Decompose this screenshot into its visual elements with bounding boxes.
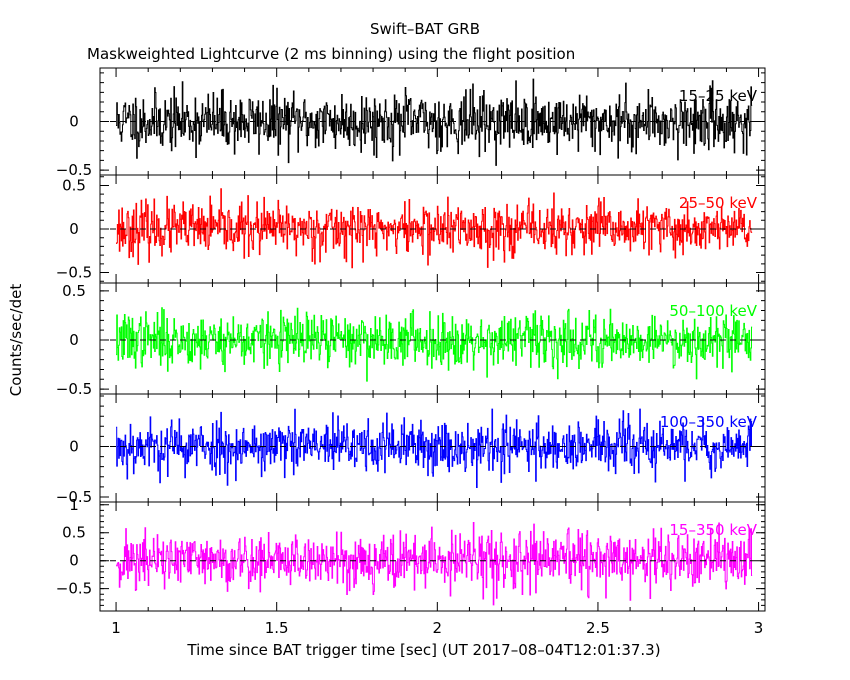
panel-1: 15–25 keV 0 −0.5 xyxy=(56,67,766,179)
y-tick-label: 0 xyxy=(69,331,79,349)
y-tick-label: −0.5 xyxy=(56,488,92,506)
x-tick-label: 3 xyxy=(754,619,764,637)
y-tick-label: 0 xyxy=(69,552,79,570)
panel-band-label: 15–350 keV xyxy=(669,521,757,539)
y-tick-label: 0.5 xyxy=(62,524,86,542)
y-tick-label: −0.5 xyxy=(56,264,92,282)
panel-2: 25–50 keV 0.5 0 −0.5 xyxy=(56,174,766,284)
y-tick-label: 0 xyxy=(69,437,79,455)
panel-frame xyxy=(99,501,766,612)
y-tick-label: 0.5 xyxy=(62,282,86,300)
x-axis: 1 1.5 2 2.5 3 xyxy=(111,619,763,637)
y-tick-label: 0.5 xyxy=(62,176,86,194)
y-axis-label: Counts/sec/det xyxy=(7,284,25,397)
x-axis-label: Time since BAT trigger time [sec] (UT 20… xyxy=(186,641,660,659)
y-tick-label: 0 xyxy=(69,113,79,131)
y-tick-label: 0 xyxy=(69,220,79,238)
panel-band-label: 100–350 keV xyxy=(660,413,758,431)
panel-4: 100–350 keV 0 −0.5 xyxy=(56,393,766,506)
y-tick-label: −0.5 xyxy=(56,380,92,398)
x-tick-label: 1.5 xyxy=(265,619,289,637)
series-line-2 xyxy=(116,188,753,269)
panel-band-label: 15–25 keV xyxy=(679,87,758,105)
panel-5: 15–350 keV 1 0.5 0 −0.5 xyxy=(56,496,766,612)
panel-3: 50–100 keV 0.5 0 −0.5 xyxy=(56,282,766,398)
panel-band-label: 25–50 keV xyxy=(679,194,758,212)
chart-title: Swift–BAT GRB xyxy=(370,20,480,38)
chart-subtitle: Maskweighted Lightcurve (2 ms binning) u… xyxy=(87,45,575,63)
y-tick-label: −0.5 xyxy=(56,161,92,179)
x-tick-label: 2 xyxy=(433,619,443,637)
y-tick-label: 1 xyxy=(69,496,79,514)
series-line-1 xyxy=(116,78,753,166)
series-line-3 xyxy=(116,307,753,382)
panel-band-label: 50–100 keV xyxy=(669,302,757,320)
series-line-5 xyxy=(116,522,753,606)
x-tick-label: 1 xyxy=(111,619,121,637)
x-tick-label: 2.5 xyxy=(586,619,610,637)
y-tick-label: −0.5 xyxy=(56,580,92,598)
series-line-4 xyxy=(116,408,753,488)
